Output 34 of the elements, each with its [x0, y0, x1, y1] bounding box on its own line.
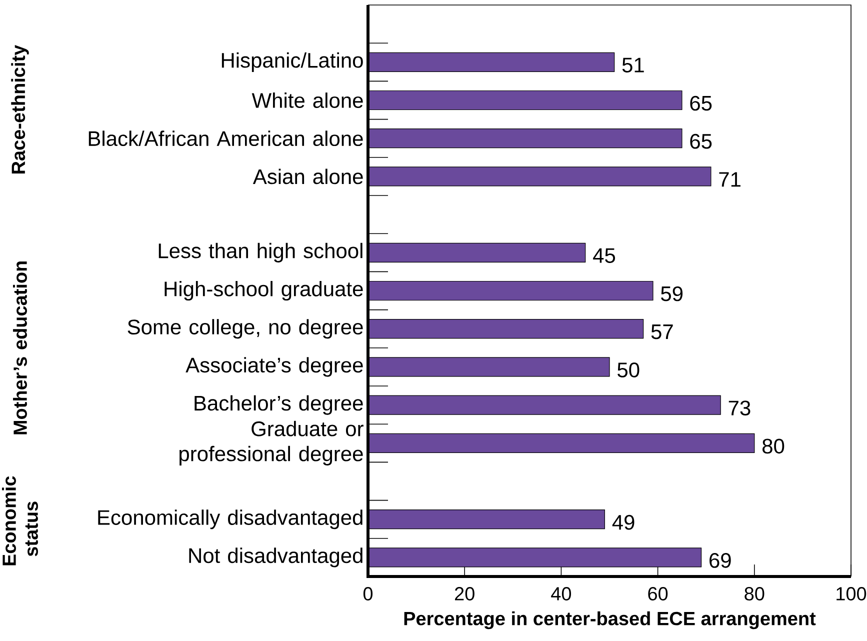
y-tick-label: Economically disadvantaged [98, 510, 362, 530]
y-axis-title: Mother’s education [13, 261, 27, 434]
data-label: 65 [690, 134, 712, 149]
data-label: 65 [690, 96, 712, 111]
x-tick-label: 80 [744, 587, 764, 600]
data-label: 49 [612, 514, 634, 530]
data-label: 80 [762, 438, 784, 454]
x-tick-label: 0 [363, 587, 373, 600]
data-label: 45 [593, 248, 616, 263]
x-tick-label: 40 [551, 587, 572, 600]
y-tick-label: High-school graduate [164, 280, 363, 301]
data-label: 51 [622, 58, 644, 72]
x-tick-label: 60 [648, 587, 668, 600]
x-axis-title: Percentage in center-based ECE arrangement [404, 611, 816, 630]
x-tick-label: 100 [836, 587, 866, 600]
y-tick-label: Some college, no degree [128, 319, 363, 339]
data-label: 57 [651, 324, 673, 340]
x-tick-label: 20 [454, 587, 474, 600]
data-label: 69 [710, 553, 731, 568]
data-label: 71 [719, 172, 740, 187]
y-tick-label: Less than high school [158, 242, 362, 262]
y-axis-title: Race-ethnicity [11, 44, 29, 174]
data-label: 59 [661, 286, 683, 302]
y-tick-label: Graduate or professional degree [180, 420, 364, 466]
y-tick-label: White alone [252, 92, 363, 108]
y-tick-label: Associate’s degree [186, 357, 363, 377]
y-tick-label: Black/African American alone [88, 130, 363, 146]
y-axis-title: Economic status [2, 476, 38, 566]
y-tick-label: Hispanic/Latino [222, 52, 363, 72]
data-label: 73 [728, 400, 750, 416]
data-label: 50 [618, 362, 640, 378]
y-tick-label: Asian alone [252, 168, 363, 184]
y-tick-label: Not disadvantaged [189, 548, 362, 568]
y-tick-label: Bachelor’s degree [194, 395, 363, 415]
